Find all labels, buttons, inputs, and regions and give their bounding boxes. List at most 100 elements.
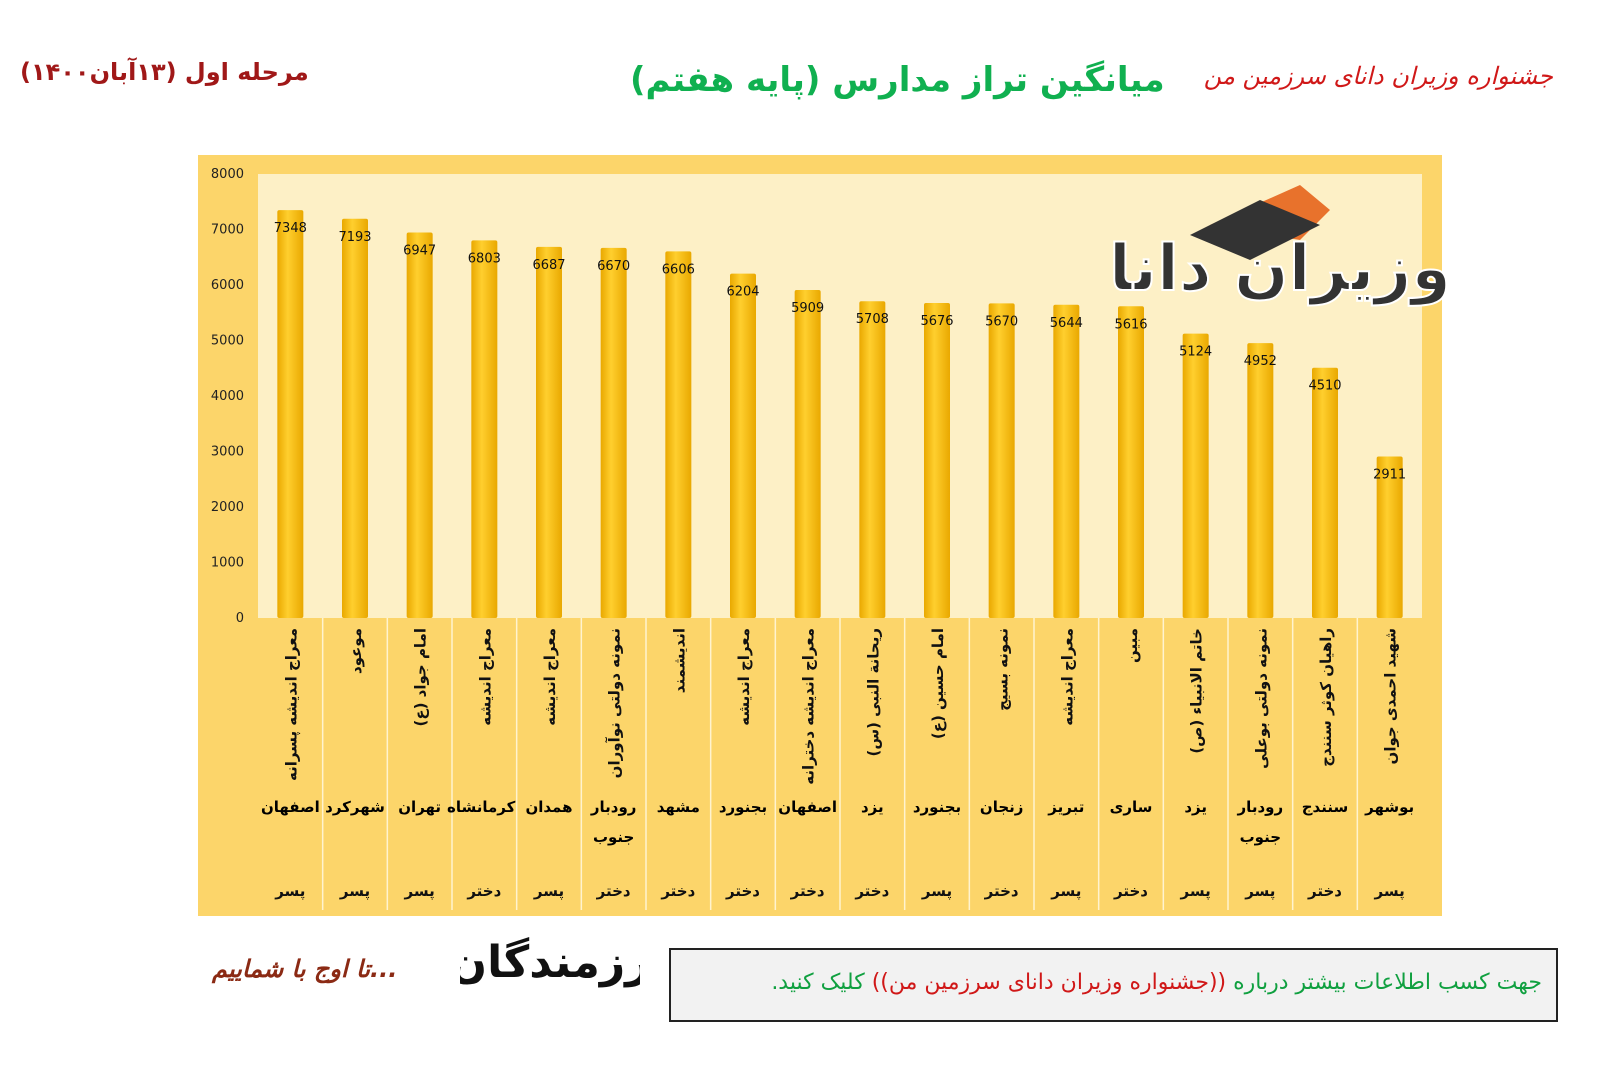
value-label: 5676: [920, 314, 953, 329]
value-label: 6803: [468, 251, 501, 266]
city-label: اصفهان: [778, 798, 838, 816]
value-label: 4952: [1244, 354, 1277, 369]
value-label: 7348: [274, 221, 307, 236]
festival-name: جشنواره وزیران دانای سرزمین من: [1203, 62, 1553, 90]
city-label: سنندج: [1301, 798, 1349, 816]
y-tick-label: 3000: [211, 445, 244, 460]
x-tick-label: خاتم الانبیاء (ص): [1188, 628, 1206, 754]
gender-label: پسر: [1244, 882, 1275, 901]
city-label: شهرکرد: [325, 798, 385, 816]
gender-label: دختر: [596, 882, 631, 900]
gender-label: دختر: [660, 882, 695, 900]
x-tick-label: معراج اندیشه: [1058, 628, 1076, 726]
brand-logo: رزمندگان: [460, 936, 640, 988]
value-label: 6204: [726, 285, 759, 300]
y-tick-label: 1000: [211, 556, 244, 571]
y-tick-label: 5000: [211, 334, 244, 349]
gender-label: دختر: [790, 882, 825, 900]
stage: مرحله اول (۱۳آبان۱۴۰۰): [20, 58, 309, 86]
x-tick-label: معراج اندیشه: [735, 628, 753, 726]
y-tick-label: 2000: [211, 500, 244, 515]
info-box[interactable]: جهت کسب اطلاعات بیشتر درباره ((جشنواره و…: [669, 948, 1558, 1022]
value-label: 2911: [1373, 467, 1406, 482]
gender-label: پسر: [533, 882, 564, 901]
gender-label: پسر: [921, 882, 952, 901]
value-label: 5708: [856, 312, 889, 327]
city-label: ساری: [1109, 798, 1153, 816]
city-label: زنجان: [979, 798, 1024, 816]
gender-label: پسر: [339, 882, 370, 901]
brand: رزمندگان: [460, 936, 640, 988]
bar: [1182, 333, 1209, 618]
city-label: بجنورد: [912, 798, 962, 816]
x-tick-label: اندیشمند: [670, 628, 688, 693]
bar: [342, 218, 368, 618]
bar: [665, 251, 692, 618]
value-label: 5616: [1114, 317, 1147, 332]
gender-label: دختر: [984, 882, 1019, 900]
chart-title: میانگین تراز مدارس (پایه هفتم): [630, 60, 1165, 100]
x-tick-label: راهیان کوثر سنندج: [1317, 628, 1335, 767]
x-tick-label: موعود: [347, 628, 365, 674]
city-label: کرمانشاه: [446, 798, 516, 816]
bar: [1312, 367, 1338, 618]
gender-label: دختر: [725, 882, 760, 900]
city-label: بجنورد: [718, 798, 768, 816]
city-label: تهران: [398, 798, 442, 816]
x-tick-label: نمونه بسیج: [994, 628, 1012, 711]
gender-label: دختر: [1307, 882, 1342, 900]
city-label: یزد: [860, 798, 884, 816]
value-label: 4510: [1308, 379, 1341, 394]
info-start: جهت کسب اطلاعات بیشتر درباره: [1233, 970, 1542, 995]
x-tick-label: معراج اندیشه: [541, 628, 559, 726]
bar: [536, 246, 562, 618]
logo-text: وزیران دانا: [1109, 232, 1451, 306]
x-tick-label: معراج اندیشه پسرانه: [282, 628, 301, 781]
y-tick-label: 8000: [211, 167, 244, 182]
info-end: کلیک کنید.: [771, 970, 865, 995]
value-label: 7193: [338, 230, 371, 245]
y-tick-label: 6000: [211, 278, 244, 293]
city-label: رودبار جنوب: [1237, 798, 1284, 846]
y-tick-label: 4000: [211, 389, 244, 404]
gender-label: پسر: [1374, 882, 1405, 901]
bar: [988, 303, 1015, 618]
value-label: 5670: [985, 314, 1018, 329]
bar: [406, 232, 433, 618]
gender-label: دختر: [1113, 882, 1148, 900]
gender-label: دختر: [854, 882, 889, 900]
bar: [277, 210, 304, 618]
bar: [730, 273, 756, 618]
gender-label: دختر: [466, 882, 501, 900]
x-tick-label: امام جواد (ع): [412, 628, 430, 727]
city-label: همدان: [525, 798, 573, 816]
city-label: رودبار جنوب: [590, 798, 637, 846]
gender-label: پسر: [1180, 882, 1211, 901]
gender-label: پسر: [404, 882, 435, 901]
x-tick-label: نمونه دولتی نوآوران: [606, 628, 624, 778]
city-label: اصفهان: [260, 798, 320, 816]
bar: [471, 240, 498, 618]
x-tick-label: امام حسین (ع): [929, 628, 947, 739]
y-tick-label: 0: [236, 611, 244, 626]
x-tick-label: ریحانة النبی (س): [864, 628, 882, 757]
x-tick-label: معراج اندیشه دخترانه: [800, 628, 818, 785]
value-label: 5909: [791, 301, 824, 316]
slogan: تا اوج با شماییم...: [212, 955, 398, 983]
city-label: مشهد: [656, 798, 700, 816]
value-label: 6947: [403, 243, 436, 258]
city-label: بوشهر: [1365, 798, 1415, 816]
bar: [600, 247, 627, 618]
bar: [1247, 343, 1274, 618]
x-tick-label: نمونه دولتی بوعلی: [1252, 628, 1270, 769]
bar: [924, 302, 950, 618]
info-festival: ((جشنواره وزیران دانای سرزمین من)): [871, 970, 1227, 995]
bar: [1053, 304, 1080, 618]
value-label: 5124: [1179, 345, 1212, 360]
x-tick-label: شهید احمدی جوان: [1382, 628, 1400, 764]
bar: [794, 290, 821, 618]
gender-label: پسر: [274, 882, 305, 901]
city-label: یزد: [1184, 798, 1207, 816]
